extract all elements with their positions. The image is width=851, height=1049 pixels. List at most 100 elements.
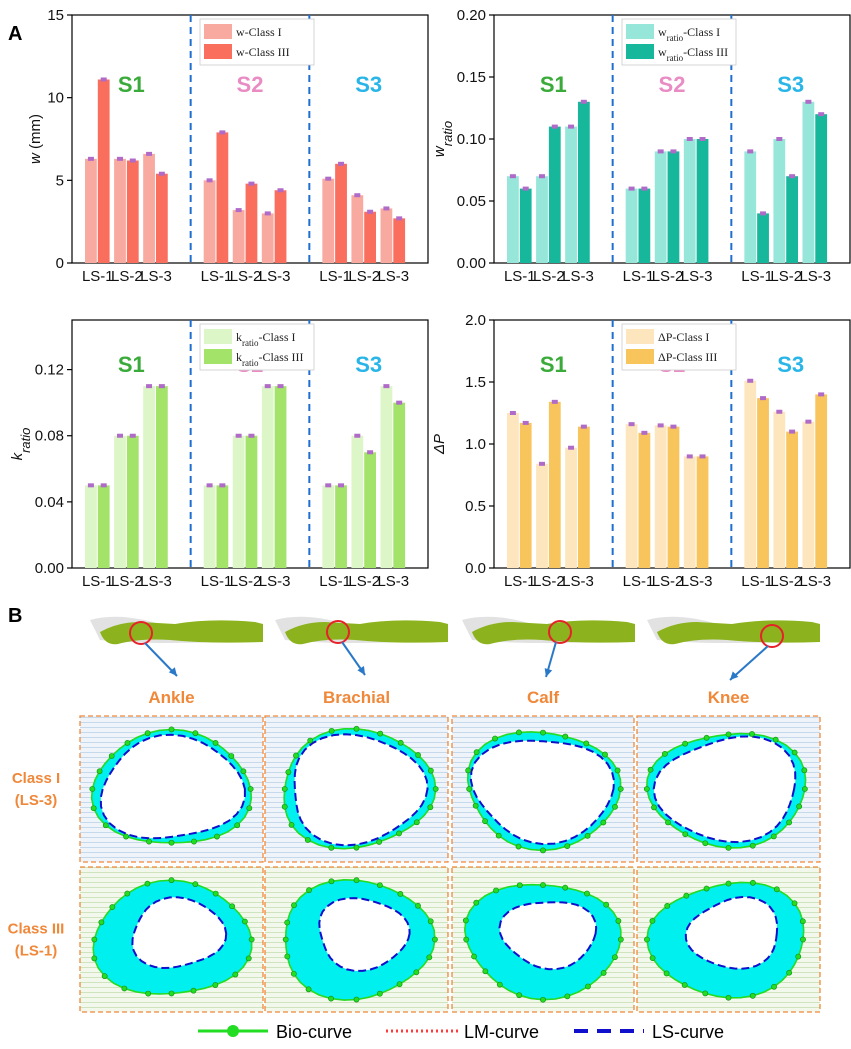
bar-marker [146,384,153,389]
bar [577,426,590,568]
bar [203,180,216,263]
bio-point [540,847,546,854]
bar-marker [818,392,825,397]
bar-marker [580,99,587,104]
bio-point [725,731,732,738]
y-axis-label: kratio [9,428,33,461]
bar-marker [264,384,271,389]
bar [507,413,519,568]
site-label: Brachial [323,688,390,707]
bar [380,386,393,568]
bio-point [168,726,175,733]
legend-swatch [626,329,654,344]
y-tick-label: 0.00 [35,560,64,577]
x-tick-label: LS-2 [111,268,143,285]
bio-point [600,819,607,826]
bar [85,158,97,263]
bar [744,151,757,263]
bar [786,431,799,568]
bio-point [801,786,808,792]
bio-point [328,995,334,1002]
bio-point [791,900,798,907]
bio-point [583,740,590,747]
ls-curve-inner [99,733,246,840]
bar [364,211,377,263]
bio-point [229,903,236,910]
bio-point [284,919,291,926]
bio-point [465,767,472,774]
x-tick-label: LS-3 [799,268,831,285]
y-axis-label: wratio [431,121,455,157]
x-tick-label: LS-3 [681,573,713,590]
bio-point [683,892,690,899]
bio-point [242,918,248,925]
y-tick-label: 2.0 [465,312,486,329]
bio-point [647,766,654,773]
bio-point [240,768,247,775]
bio-point [168,839,175,846]
bio-point [288,821,295,828]
bio-point [661,750,668,757]
bar [114,158,126,263]
bar [216,132,229,263]
bio-point [413,819,420,826]
bar [232,435,245,568]
x-tick-label: LS-2 [533,268,565,285]
bar-marker [686,137,693,141]
bio-point [462,917,469,924]
bar [114,435,126,568]
bar-marker [551,124,558,129]
y-tick-label: 0.04 [35,494,64,511]
x-tick-label: LS-1 [504,268,536,285]
bio-point [214,833,220,840]
x-tick-label: LS-1 [82,573,114,590]
bar-marker [235,208,242,213]
arrow-head-icon [730,671,739,680]
bio-point [801,767,808,774]
ls-curve-inner [318,897,411,972]
site-label: Ankle [148,688,194,707]
bio-point [192,881,199,888]
bar [380,208,393,263]
bar-marker [522,186,529,191]
bar-marker [129,433,136,438]
y-tick-label: 1.5 [465,374,486,391]
bio-point [540,996,546,1003]
bio-point [663,970,670,977]
bar [274,386,287,568]
bar [683,139,696,263]
x-tick-label: LS-3 [377,268,409,285]
vessel-model [657,620,820,645]
vessel-model [100,620,263,645]
bar [654,425,667,568]
bio-point [540,882,546,888]
bio-point [376,882,383,889]
y-tick-label: 0.05 [457,193,486,210]
class-label: Class I [12,770,60,787]
x-tick-label: LS-2 [652,268,684,285]
x-tick-label: LS-3 [562,268,594,285]
x-tick-label: LS-2 [770,268,802,285]
bar-marker [699,454,706,459]
bar [683,456,696,568]
legend-swatch [626,349,654,364]
vessel-lumen [685,897,778,969]
bio-point [665,819,671,826]
bio-point [749,992,756,999]
bar-marker [219,483,226,488]
bio-point [664,903,671,909]
bar-marker [509,174,516,179]
x-tick-label: LS-2 [230,268,262,285]
bar-marker [338,161,345,166]
bar-marker [325,483,332,488]
bar-marker [367,450,374,455]
x-tick-label: LS-1 [82,268,114,285]
bio-point [284,953,291,960]
class-label: Class III [8,921,65,938]
bio-point [145,990,152,997]
bar-marker [686,454,693,459]
site-marker-circle [326,620,350,644]
bar [802,421,815,568]
bar-marker [325,176,332,181]
bio-point [800,936,806,943]
